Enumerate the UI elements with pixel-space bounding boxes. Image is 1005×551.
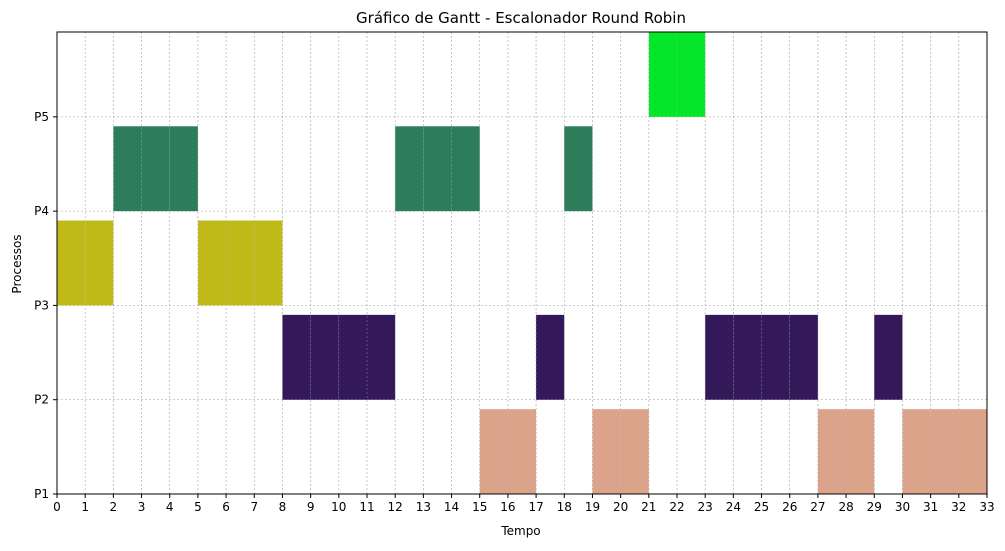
bar-p2 — [733, 314, 762, 400]
y-axis-ticks: P1 P2 P3 P4 P5 — [34, 110, 57, 501]
bar-p2 — [705, 314, 734, 400]
bar-p3 — [197, 220, 227, 306]
x-tick-label: 13 — [416, 500, 431, 514]
x-tick-label: 2 — [110, 500, 118, 514]
x-tick-label: 29 — [867, 500, 882, 514]
x-tick-label: 14 — [444, 500, 459, 514]
bar-p4 — [169, 126, 198, 212]
bar-p1 — [620, 409, 649, 494]
x-tick-label: 17 — [528, 500, 543, 514]
bar-p4 — [451, 126, 480, 212]
bar-p1 — [817, 409, 847, 494]
bar-p4 — [395, 126, 424, 212]
x-tick-label: 11 — [359, 500, 374, 514]
bar-p5 — [648, 32, 677, 117]
bar-p2 — [536, 314, 565, 400]
x-tick-label: 9 — [307, 500, 315, 514]
bar-p1 — [507, 409, 537, 494]
x-axis-label: Tempo — [500, 524, 540, 538]
bar-p4 — [141, 126, 170, 212]
bar-p4 — [423, 126, 452, 212]
x-tick-label: 3 — [138, 500, 146, 514]
bar-p1 — [930, 409, 959, 494]
bar-p2 — [367, 314, 396, 400]
bar-p2 — [789, 314, 818, 400]
bar-p2 — [761, 314, 790, 400]
x-tick-label: 0 — [53, 500, 61, 514]
x-tick-label: 31 — [923, 500, 938, 514]
x-tick-label: 6 — [222, 500, 230, 514]
x-tick-label: 26 — [782, 500, 797, 514]
x-tick-label: 33 — [979, 500, 994, 514]
y-tick-label: P5 — [34, 110, 49, 124]
bar-p1 — [592, 409, 621, 494]
plot-frame — [56, 31, 988, 495]
bar-p1 — [846, 409, 875, 494]
bar-p1 — [958, 409, 987, 494]
y-tick-label: P4 — [34, 204, 49, 218]
bar-p1 — [902, 409, 931, 494]
x-tick-label: 7 — [250, 500, 258, 514]
x-tick-label: 28 — [838, 500, 853, 514]
bar-p3 — [85, 220, 114, 306]
x-axis-ticks: 0 1 2 3 4 5 6 7 8 9 10 11 12 13 14 15 16 17 18 19 20 21 22 23 24… — [53, 494, 995, 514]
chart-title: Gráfico de Gantt - Escalonador Round Rob… — [356, 9, 686, 27]
x-tick-label: 10 — [331, 500, 346, 514]
x-tick-label: 4 — [166, 500, 174, 514]
x-tick-label: 22 — [669, 500, 684, 514]
bar-p5 — [677, 32, 706, 117]
bars — [56, 32, 988, 494]
x-tick-label: 24 — [726, 500, 741, 514]
y-tick-label: P3 — [34, 298, 49, 312]
x-tick-label: 27 — [810, 500, 825, 514]
x-tick-label: 16 — [500, 500, 515, 514]
bar-p2 — [282, 314, 311, 400]
bar-p2 — [338, 314, 367, 400]
bar-p2 — [874, 314, 903, 400]
y-tick-label: P1 — [34, 487, 49, 501]
bar-p4 — [113, 126, 142, 212]
x-tick-label: 25 — [754, 500, 769, 514]
bar-p3 — [254, 220, 283, 306]
x-tick-label: 8 — [279, 500, 287, 514]
x-tick-label: 12 — [388, 500, 403, 514]
y-tick-label: P2 — [34, 393, 49, 407]
x-tick-label: 30 — [895, 500, 910, 514]
x-tick-label: 1 — [81, 500, 89, 514]
bar-p3 — [226, 220, 255, 306]
x-tick-label: 18 — [557, 500, 572, 514]
x-tick-label: 19 — [585, 500, 600, 514]
x-tick-label: 23 — [698, 500, 713, 514]
bar-p1 — [479, 409, 508, 494]
x-tick-label: 20 — [613, 500, 628, 514]
bar-p2 — [310, 314, 339, 400]
y-axis-label: Processos — [10, 234, 24, 293]
bar-p4 — [564, 126, 593, 212]
x-tick-label: 5 — [194, 500, 202, 514]
bar-p3 — [57, 220, 86, 306]
x-tick-label: 15 — [472, 500, 487, 514]
x-tick-label: 32 — [951, 500, 966, 514]
x-tick-label: 21 — [641, 500, 656, 514]
